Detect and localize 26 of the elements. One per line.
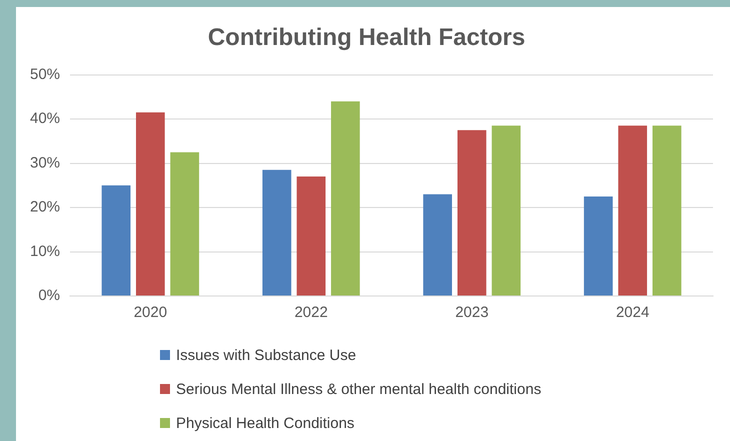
bar [296, 176, 326, 296]
bar [102, 185, 131, 296]
x-tick-label: 2020 [134, 304, 168, 322]
bar [492, 126, 521, 296]
bar [136, 112, 165, 296]
legend-label: Serious Mental Illness & other mental health conditions [176, 380, 542, 398]
legend-label: Physical Health Conditions [176, 414, 354, 432]
bar [618, 126, 648, 296]
x-tick-label: 2022 [294, 304, 328, 322]
y-tick-label: 40% [30, 110, 60, 128]
bar [652, 126, 682, 296]
x-tick-label: 2024 [616, 304, 650, 322]
y-tick-label: 20% [30, 198, 60, 216]
legend-label: Issues with Substance Use [176, 346, 356, 364]
bar [457, 130, 486, 296]
y-tick-label: 10% [30, 242, 60, 260]
y-tick-label: 50% [30, 66, 60, 83]
y-tick-label: 30% [30, 154, 60, 172]
y-tick-label: 0% [38, 287, 60, 304]
chart-title: Contributing Health Factors [208, 24, 526, 52]
bar [170, 152, 200, 296]
bar [423, 194, 452, 296]
bar [262, 170, 292, 296]
bar [331, 101, 360, 296]
bar [584, 196, 613, 296]
x-tick-label: 2023 [455, 304, 489, 322]
